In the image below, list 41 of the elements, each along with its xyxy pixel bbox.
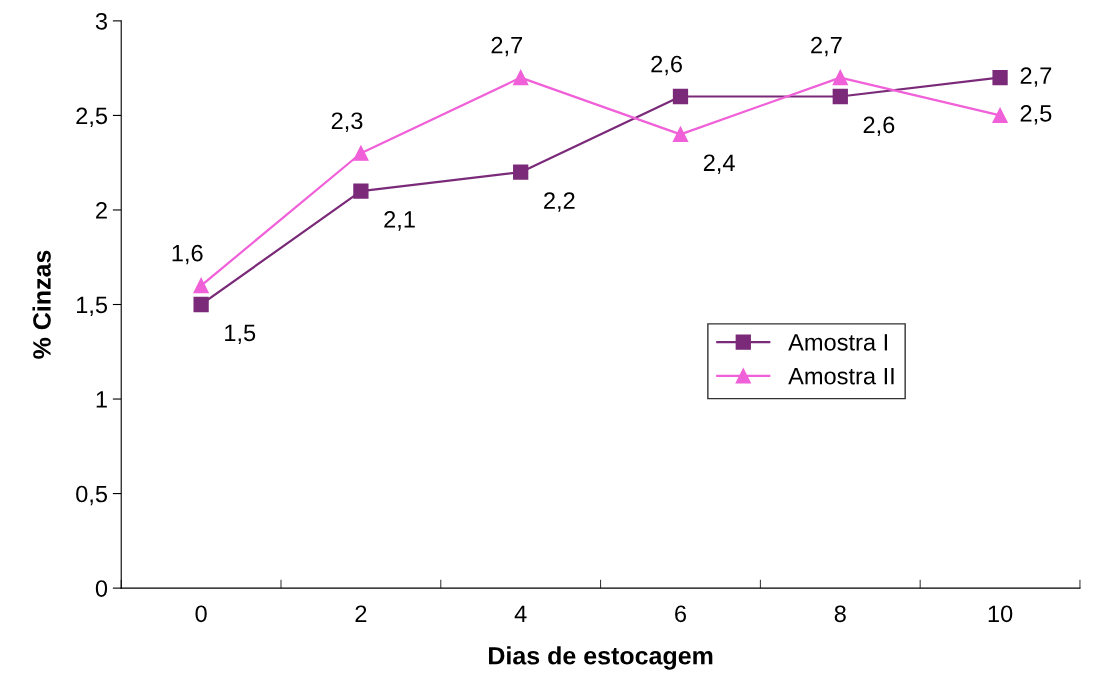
data-label: 1,6 xyxy=(172,244,203,265)
data-label: 2,2 xyxy=(544,192,575,212)
data-label: 2,7 xyxy=(1020,67,1052,87)
x-tick-label: 6 xyxy=(675,605,687,623)
x-tick-label: 2 xyxy=(355,605,367,622)
y-tick-label: 0 xyxy=(95,580,108,597)
point xyxy=(513,69,529,86)
data-label: 2,7 xyxy=(491,36,523,57)
point xyxy=(832,69,848,86)
point xyxy=(193,296,209,313)
data-label: 2,6 xyxy=(863,116,895,137)
y-tick-label: 3 xyxy=(95,12,107,30)
point xyxy=(513,164,529,180)
data-label: 1,5 xyxy=(225,324,256,345)
data-label: 2,3 xyxy=(331,112,363,132)
y-tick-label: 1 xyxy=(96,391,107,408)
y-axis-title: % Cinzas xyxy=(32,250,51,359)
point xyxy=(193,277,209,294)
point xyxy=(353,145,369,161)
point xyxy=(992,69,1008,86)
x-axis-title: Dias de estocagem xyxy=(489,646,713,670)
data-label: 2,4 xyxy=(703,154,735,174)
x-tick-label: 8 xyxy=(834,605,846,623)
data-label: 2,7 xyxy=(811,36,842,57)
point xyxy=(992,107,1008,124)
point xyxy=(672,88,689,105)
data-label: 2,5 xyxy=(1020,105,1052,125)
legend-label: Amostra II xyxy=(788,367,894,385)
y-tick-label: 0,5 xyxy=(76,485,108,506)
x-tick-label: 10 xyxy=(988,605,1013,623)
y-tick-label: 2,5 xyxy=(76,107,108,127)
legend-label: Amostra I xyxy=(788,334,887,351)
point xyxy=(672,126,689,142)
point xyxy=(353,183,369,199)
data-label: 2,6 xyxy=(651,55,682,76)
x-tick-label: 4 xyxy=(514,605,527,622)
y-tick-label: 2 xyxy=(96,202,107,219)
y-tick-label: 1,5 xyxy=(77,296,108,317)
point xyxy=(832,88,848,105)
data-label: 2,1 xyxy=(384,211,415,231)
x-tick-label: 0 xyxy=(195,605,207,623)
